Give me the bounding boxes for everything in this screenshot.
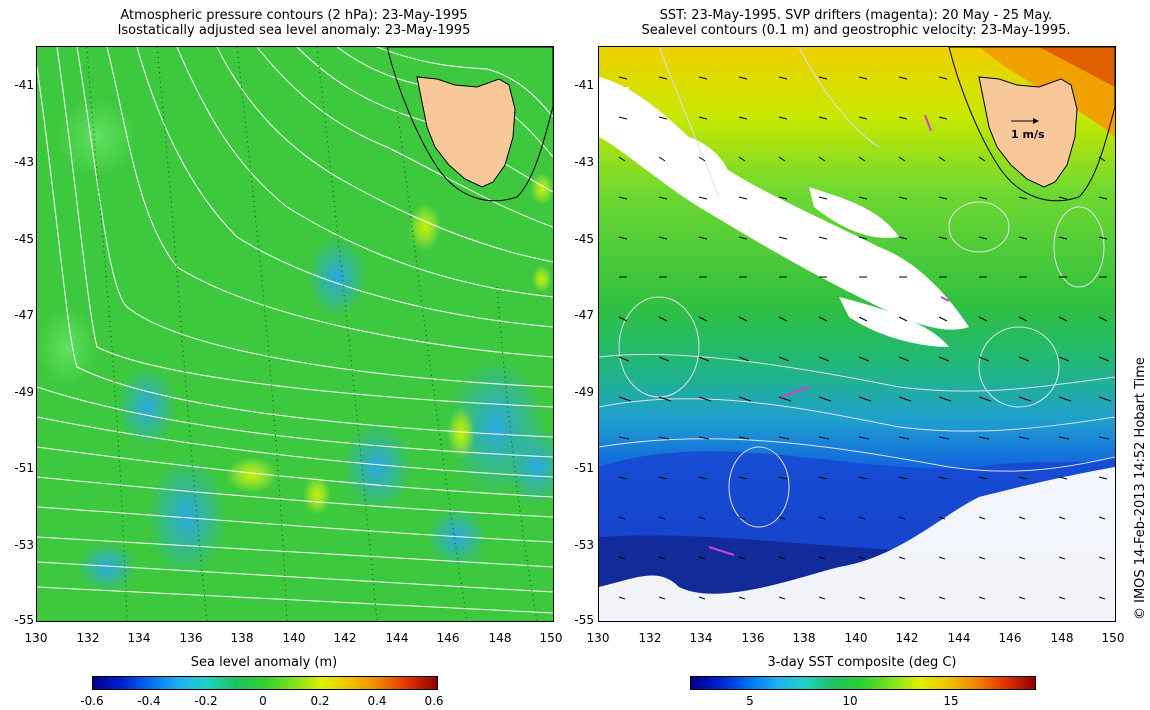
left-colorbar-tick: 0 — [259, 694, 267, 708]
sla-positive-anomalies — [37, 97, 553, 515]
left-y-tick: -53 — [14, 538, 34, 552]
left-x-tick: 140 — [282, 631, 306, 645]
left-colorbar-tick: 0.4 — [367, 694, 387, 708]
right-x-tick: 144 — [947, 631, 971, 645]
sea-level-anomaly-map — [36, 46, 554, 622]
left-y-tick: -45 — [14, 232, 34, 246]
right-y-tick: -49 — [574, 385, 594, 399]
right-colorbar-tick: 5 — [746, 694, 754, 708]
sla-colorbar — [92, 676, 438, 690]
left-title-line2: Isostatically adjusted sea level anomaly… — [117, 23, 471, 38]
right-x-tick: 146 — [998, 631, 1022, 645]
right-x-tick: 140 — [844, 631, 868, 645]
right-colorbar-label: 3-day SST composite (deg C) — [767, 655, 957, 670]
left-colorbar-tick: 0.6 — [424, 694, 444, 708]
right-x-tick: 148 — [1050, 631, 1074, 645]
left-x-tick: 134 — [127, 631, 151, 645]
left-x-tick: 146 — [436, 631, 460, 645]
tasmania-land — [386, 47, 553, 202]
right-x-tick: 130 — [586, 631, 610, 645]
sst-hot-region — [1039, 47, 1115, 87]
sla-map-svg — [37, 47, 553, 621]
sst-map-svg: 1 m/s — [599, 47, 1115, 621]
right-x-tick: 142 — [895, 631, 919, 645]
velocity-scale: 1 m/s — [1011, 118, 1045, 141]
right-y-tick: -51 — [574, 461, 594, 475]
left-x-tick: 132 — [76, 631, 100, 645]
left-y-tick: -43 — [14, 155, 34, 169]
right-y-tick: -55 — [574, 613, 594, 627]
left-x-tick: 142 — [333, 631, 357, 645]
left-x-tick: 148 — [488, 631, 512, 645]
right-y-tick: -43 — [574, 155, 594, 169]
right-x-tick: 136 — [741, 631, 765, 645]
right-title-line2: Sealevel contours (0.1 m) and geostrophi… — [641, 23, 1071, 38]
right-title-line1: SST: 23-May-1995. SVP drifters (magenta)… — [659, 8, 1053, 23]
right-colorbar-tick: 15 — [943, 694, 959, 708]
left-x-tick: 144 — [385, 631, 409, 645]
right-colorbar-tick: 10 — [842, 694, 858, 708]
left-y-tick: -55 — [14, 613, 34, 627]
right-x-tick: 138 — [792, 631, 816, 645]
right-x-tick: 132 — [638, 631, 662, 645]
sealevel-contours — [599, 47, 1115, 528]
svp-drifter-tracks — [708, 114, 950, 556]
right-x-tick: 150 — [1101, 631, 1125, 645]
left-x-tick: 138 — [230, 631, 254, 645]
right-y-tick: -53 — [574, 538, 594, 552]
imos-credit: © IMOS 14-Feb-2013 14:52 Hobart Time — [1133, 357, 1148, 620]
right-x-tick: 134 — [689, 631, 713, 645]
cloud-mask — [599, 77, 1115, 621]
pressure-contours — [37, 47, 553, 614]
right-y-tick: -41 — [574, 78, 594, 92]
left-y-tick: -41 — [14, 78, 34, 92]
velocity-scale-label: 1 m/s — [1011, 128, 1045, 141]
sst-colorbar — [690, 676, 1036, 690]
left-x-tick: 130 — [24, 631, 48, 645]
geostrophic-velocity-arrows — [618, 76, 1112, 600]
left-title-line1: Atmospheric pressure contours (2 hPa): 2… — [120, 8, 468, 23]
left-y-tick: -47 — [14, 308, 34, 322]
right-map-title: SST: 23-May-1995. SVP drifters (magenta)… — [598, 8, 1114, 38]
left-colorbar-tick: -0.6 — [80, 694, 104, 708]
right-y-tick: -47 — [574, 308, 594, 322]
left-colorbar-tick: 0.2 — [310, 694, 330, 708]
left-colorbar-label: Sea level anomaly (m) — [190, 655, 338, 670]
right-y-tick: -45 — [574, 232, 594, 246]
sla-dotted-contours — [86, 47, 538, 621]
left-colorbar-tick: -0.2 — [194, 694, 218, 708]
left-y-tick: -49 — [14, 385, 34, 399]
left-y-tick: -51 — [14, 461, 34, 475]
sst-map: 1 m/s — [598, 46, 1116, 622]
left-colorbar-tick: -0.4 — [137, 694, 161, 708]
left-x-tick: 136 — [179, 631, 203, 645]
left-x-tick: 150 — [539, 631, 563, 645]
tasmania-land — [948, 47, 1115, 202]
left-map-title: Atmospheric pressure contours (2 hPa): 2… — [36, 8, 552, 38]
